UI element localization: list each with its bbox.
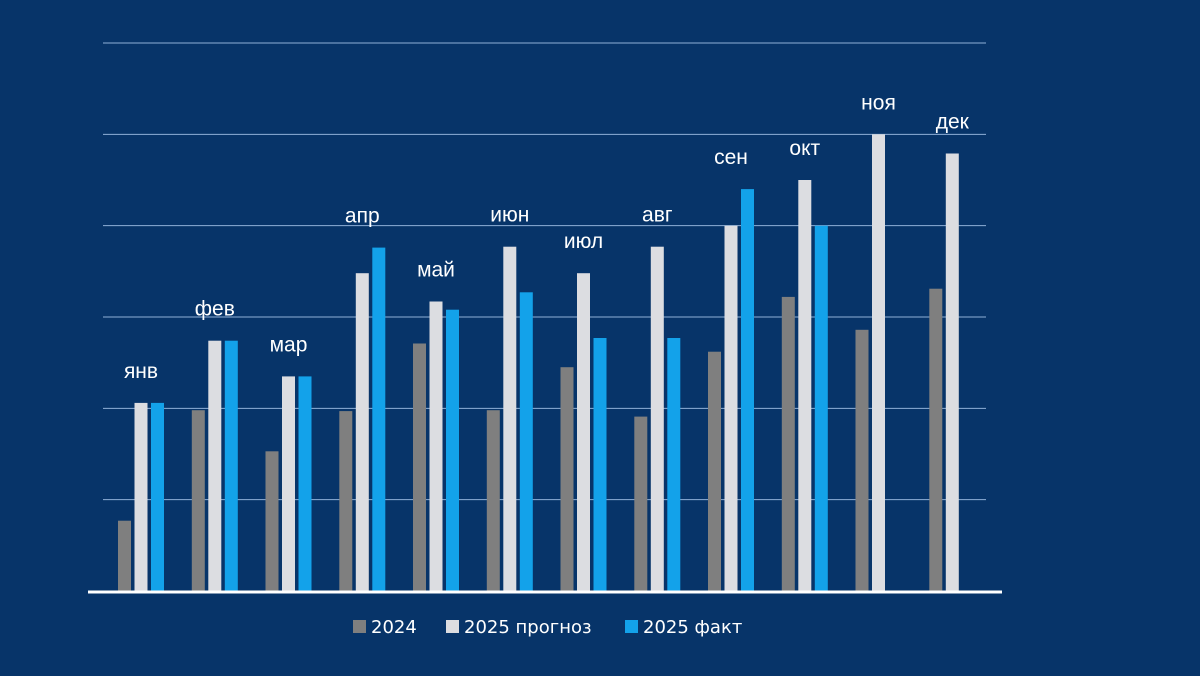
legend-swatch-2024 xyxy=(353,620,366,633)
bar-2025-forecast-апр xyxy=(355,273,369,591)
bar-2025-actual-сен xyxy=(741,189,754,591)
bar-2025-forecast-янв xyxy=(134,402,148,591)
category-label: окт xyxy=(789,137,820,160)
category-label: июн xyxy=(490,204,529,227)
bar-2025-forecast-сен xyxy=(724,225,738,591)
bar-2025-forecast-мар xyxy=(282,376,295,591)
bar-2025-actual-авг xyxy=(667,338,681,591)
legend-item-2025-actual: 2025 факт xyxy=(625,617,742,638)
bar-2025-actual-июл xyxy=(593,338,607,591)
bar-2025-actual-окт xyxy=(814,225,828,591)
bar-2025-forecast-июл xyxy=(577,273,590,591)
bar-2025-actual-май xyxy=(446,309,459,591)
gridlines xyxy=(103,42,986,501)
category-label: авг xyxy=(642,204,673,227)
legend-label-2024: 2024 xyxy=(371,617,417,638)
category-label: мар xyxy=(270,333,308,356)
bar-2025-actual-апр xyxy=(372,247,386,591)
category-label: фев xyxy=(195,298,235,321)
bar-2025-forecast-май xyxy=(429,301,443,591)
legend-item-2025-forecast: 2025 прогноз xyxy=(446,617,592,638)
bar-2024-июн xyxy=(486,410,500,591)
bar-2025-actual-июн xyxy=(519,292,533,591)
legend-swatch-2025-forecast xyxy=(446,620,459,633)
bar-2024-дек xyxy=(929,288,943,591)
bar-2025-forecast-окт xyxy=(798,180,812,591)
bar-2025-forecast-ноя xyxy=(872,134,885,592)
category-label: май xyxy=(417,259,455,282)
category-label: июл xyxy=(564,230,603,253)
category-label: ноя xyxy=(861,91,896,114)
bar-2025-forecast-авг xyxy=(650,246,664,591)
bar-2025-forecast-дек xyxy=(945,153,959,591)
category-labels: янв фев мар апр май июн июл авг сен окт ноя дек xyxy=(124,91,970,383)
legend-label-2025-actual: 2025 факт xyxy=(643,617,742,638)
category-label: сен xyxy=(714,146,748,169)
bar-2024-фев xyxy=(191,410,205,591)
bar-2024-ноя xyxy=(855,329,869,591)
bar-2025-actual-фев xyxy=(224,340,238,591)
bar-2024-окт xyxy=(781,296,795,591)
category-label: апр xyxy=(345,205,380,228)
legend-label-2025-forecast: 2025 прогноз xyxy=(464,617,592,638)
bar-2025-forecast-фев xyxy=(208,340,222,591)
bar-2024-май xyxy=(413,343,426,591)
legend-swatch-2025-actual xyxy=(625,620,638,633)
bar-2025-actual-янв xyxy=(151,402,164,591)
legend-item-2024: 2024 xyxy=(353,617,417,638)
bar-2024-авг xyxy=(634,416,648,591)
bar-2024-июл xyxy=(560,367,574,591)
bar-2024-янв xyxy=(118,520,131,591)
bar-2025-forecast-июн xyxy=(503,246,517,591)
category-label: дек xyxy=(936,111,970,134)
legend: 2024 2025 прогноз 2025 факт xyxy=(353,617,742,638)
bars xyxy=(118,134,959,592)
bar-2024-сен xyxy=(708,351,721,591)
bar-2024-апр xyxy=(339,411,353,591)
category-label: янв xyxy=(124,360,158,383)
bar-2024-мар xyxy=(265,451,279,591)
bar-2025-actual-мар xyxy=(298,376,312,591)
